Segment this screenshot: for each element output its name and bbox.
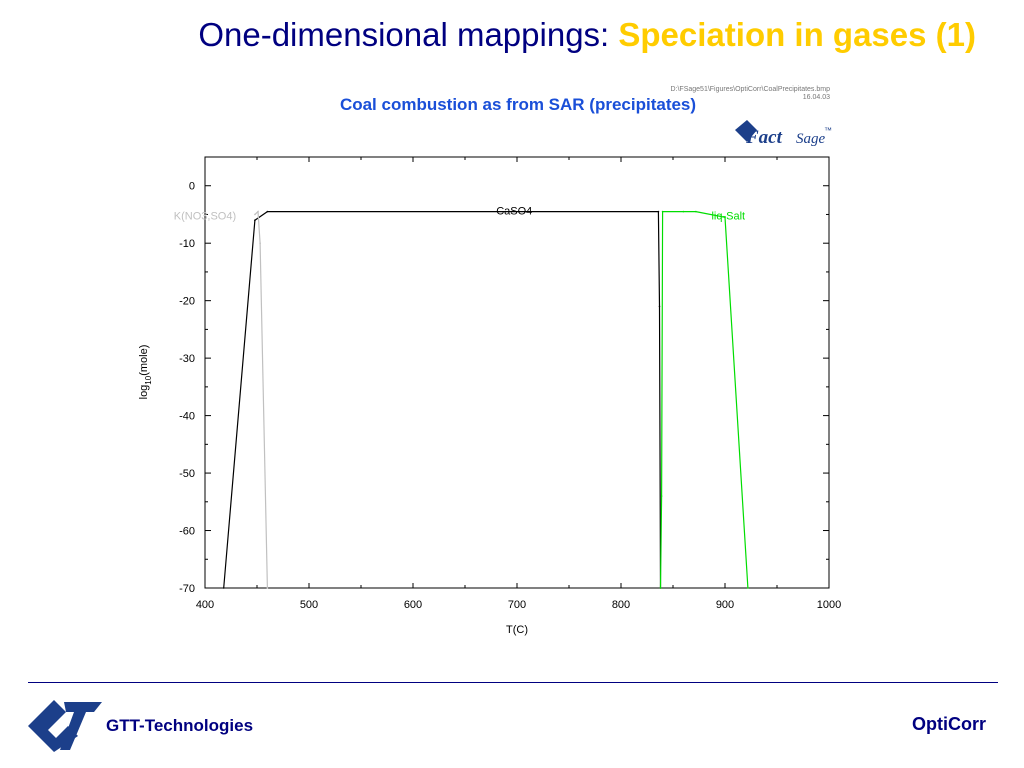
- chart-file-date: 16.04.03: [803, 94, 830, 101]
- series-point: [660, 495, 663, 497]
- series-point: [222, 587, 225, 589]
- series-point: [266, 210, 269, 213]
- y-tick-label: -50: [179, 468, 195, 480]
- series-point: [259, 242, 261, 244]
- chart-title: Coal combustion as from SAR (precipitate…: [340, 95, 696, 114]
- series-point: [257, 210, 259, 213]
- y-axis-label: log10(mole): [138, 345, 153, 400]
- chart: D:\FSage51\Figures\OptiCorr\CoalPrecipit…: [138, 86, 841, 636]
- series-line-2: [254, 210, 268, 589]
- x-axis: 400 500 600 700 800 900 1000: [196, 157, 841, 611]
- factsage-logo-main: Fact: [745, 127, 783, 148]
- series-point: [659, 587, 662, 589]
- series-point: [724, 216, 726, 219]
- y-tick-label: -20: [179, 296, 195, 308]
- x-tick-label: 900: [716, 599, 734, 611]
- y-axis-label-post: (mole): [138, 345, 150, 376]
- series-point: [682, 210, 685, 213]
- x-tick-label: 1000: [817, 599, 841, 611]
- series-label-3: liq-Salt: [711, 211, 745, 223]
- series-point: [695, 210, 697, 213]
- y-tick-label: -40: [179, 411, 195, 423]
- factsage-logo-sub: Sage: [796, 131, 826, 147]
- factsage-logo-icon: Fact Sage ™: [735, 120, 832, 148]
- gtt-logo-icon: [28, 700, 102, 752]
- series-point: [254, 213, 256, 216]
- series-point: [747, 587, 749, 589]
- series-label-2: K(NO3,SO4): [174, 211, 236, 223]
- series-point: [254, 219, 256, 222]
- y-tick-label: -60: [179, 526, 195, 538]
- x-tick-label: 700: [508, 599, 526, 611]
- series-point: [657, 210, 660, 213]
- x-tick-label: 500: [300, 599, 318, 611]
- chart-file-path: D:\FSage51\Figures\OptiCorr\CoalPrecipit…: [670, 86, 830, 93]
- footer-project: OptiCorr: [912, 714, 986, 734]
- slide-title: One-dimensional mappings: Speciation in …: [198, 16, 976, 54]
- x-tick-label: 800: [612, 599, 630, 611]
- series-point: [661, 210, 664, 213]
- series-point: [266, 587, 269, 589]
- slide-title-main: One-dimensional mappings:: [198, 16, 619, 53]
- y-axis-label-pre: log: [138, 385, 150, 400]
- footer-divider: [28, 682, 998, 683]
- y-tick-label: -70: [179, 583, 195, 595]
- y-tick-label: 0: [189, 181, 195, 193]
- footer-company: GTT-Technologies: [106, 716, 254, 735]
- y-axis: 0 -10 -20 -30 -40 -50 -60 -70: [179, 181, 829, 595]
- y-tick-label: -30: [179, 353, 195, 365]
- series-point: [658, 305, 661, 308]
- y-tick-label: -10: [179, 238, 195, 250]
- y-axis-label-sub: 10: [144, 375, 153, 384]
- x-tick-label: 600: [404, 599, 422, 611]
- x-axis-label: T(C): [506, 624, 528, 636]
- factsage-logo-mark: ™: [824, 126, 832, 135]
- series-line-3: [659, 211, 749, 589]
- series-label-1: CaSO4: [496, 205, 532, 217]
- slide-title-highlight: Speciation in gases (1): [618, 16, 976, 53]
- series-line-1: [223, 211, 662, 589]
- series-layer: CaSO4 K(NO3,SO4) liq-Salt: [174, 205, 749, 589]
- x-tick-label: 400: [196, 599, 214, 611]
